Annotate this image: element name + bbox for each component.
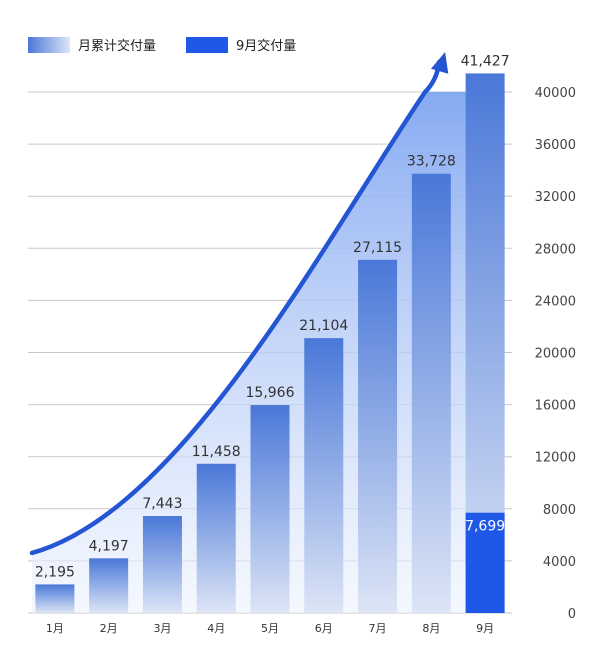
- legend: 月累计交付量 9月交付量: [28, 37, 296, 54]
- bars: [35, 73, 505, 613]
- trend-arrow-head: [430, 52, 449, 74]
- bar-september: [465, 512, 505, 613]
- y-axis: 0 4000 8000 12000 16000 20000 24000 28000 32000 3…: [535, 86, 576, 622]
- x-tick-label: 5月: [261, 622, 279, 635]
- trend-arrow-line: [29, 59, 442, 556]
- x-tick-label: 6月: [315, 622, 333, 635]
- bar-cumulative: [250, 405, 290, 613]
- bar-cumulative: [89, 558, 129, 613]
- y-tick-label: 16000: [535, 399, 576, 414]
- x-tick-label: 3月: [153, 622, 171, 635]
- bar-cumulative: [142, 516, 182, 613]
- legend-label-september: 9月交付量: [236, 38, 296, 54]
- x-axis: 1月 2月 3月 4月 5月 6月 7月 8月 9月: [46, 622, 494, 635]
- x-tick-label: 4月: [207, 622, 225, 635]
- data-label-cumulative: 4,197: [89, 538, 129, 554]
- x-tick-label: 2月: [100, 622, 118, 635]
- y-tick-label: 0: [568, 607, 576, 622]
- y-tick-label: 28000: [535, 242, 576, 257]
- y-tick-label: 8000: [543, 503, 576, 518]
- x-tick-label: 1月: [46, 622, 64, 635]
- data-label-cumulative: 21,104: [299, 318, 348, 334]
- y-tick-label: 36000: [535, 138, 576, 153]
- legend-swatch-cumulative: [28, 37, 70, 53]
- bar-cumulative: [411, 173, 451, 613]
- y-tick-label: 4000: [543, 555, 576, 570]
- legend-label-cumulative: 月累计交付量: [78, 38, 156, 54]
- data-label-cumulative: 33,728: [407, 154, 456, 170]
- bar-cumulative: [196, 463, 236, 613]
- y-tick-label: 40000: [535, 86, 576, 101]
- data-label-cumulative: 27,115: [353, 240, 402, 256]
- bar-cumulative: [35, 584, 75, 613]
- x-tick-label: 7月: [369, 622, 387, 635]
- data-label-cumulative: 7,443: [142, 496, 182, 512]
- data-labels: 2,195 4,197 7,443 11,458 15,966 21,104 27,115 3…: [35, 53, 510, 580]
- data-label-cumulative: 41,427: [461, 53, 510, 69]
- data-label-cumulative: 15,966: [246, 385, 295, 401]
- bar-cumulative: [304, 338, 344, 613]
- y-tick-label: 20000: [535, 347, 576, 362]
- data-label-september: 7,699: [465, 519, 505, 535]
- bar-cumulative: [358, 259, 398, 613]
- y-tick-label: 24000: [535, 294, 576, 309]
- data-label-cumulative: 11,458: [192, 444, 241, 460]
- x-tick-label: 9月: [476, 622, 494, 635]
- y-tick-label: 12000: [535, 451, 576, 466]
- y-tick-label: 32000: [535, 190, 576, 205]
- legend-swatch-september: [186, 37, 228, 53]
- x-tick-label: 8月: [422, 622, 440, 635]
- data-label-cumulative: 2,195: [35, 564, 75, 580]
